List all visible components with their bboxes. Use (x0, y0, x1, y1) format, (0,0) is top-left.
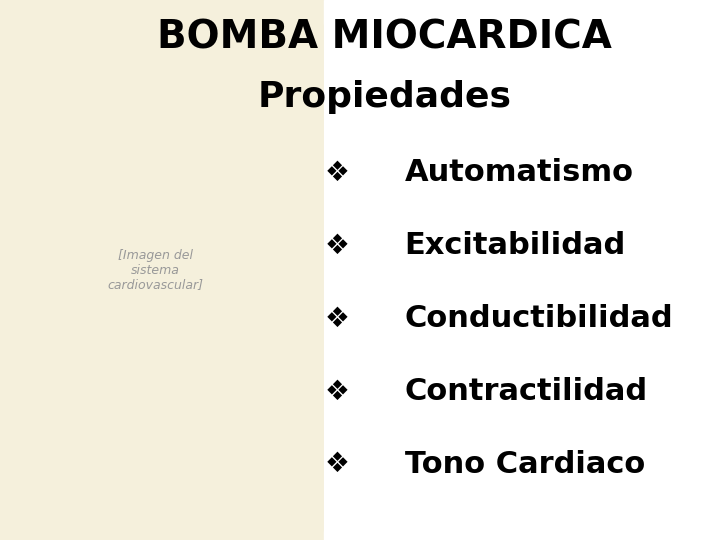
Text: ❖: ❖ (325, 377, 350, 406)
Text: ❖: ❖ (325, 450, 350, 478)
Text: Excitabilidad: Excitabilidad (405, 231, 626, 260)
Text: Tono Cardiaco: Tono Cardiaco (405, 450, 645, 479)
Text: ❖: ❖ (325, 232, 350, 260)
Text: Conductibilidad: Conductibilidad (405, 304, 673, 333)
Text: ❖: ❖ (325, 305, 350, 333)
Text: BOMBA MIOCARDICA: BOMBA MIOCARDICA (157, 19, 612, 57)
Text: Propiedades: Propiedades (258, 80, 511, 114)
Text: ❖: ❖ (325, 159, 350, 187)
Text: Automatismo: Automatismo (405, 158, 634, 187)
Bar (0, 0, 324, 540)
Bar (324, 0, 675, 540)
Text: Contractilidad: Contractilidad (405, 377, 648, 406)
Text: [Imagen del
sistema
cardiovascular]: [Imagen del sistema cardiovascular] (107, 248, 203, 292)
FancyBboxPatch shape (0, 22, 324, 535)
